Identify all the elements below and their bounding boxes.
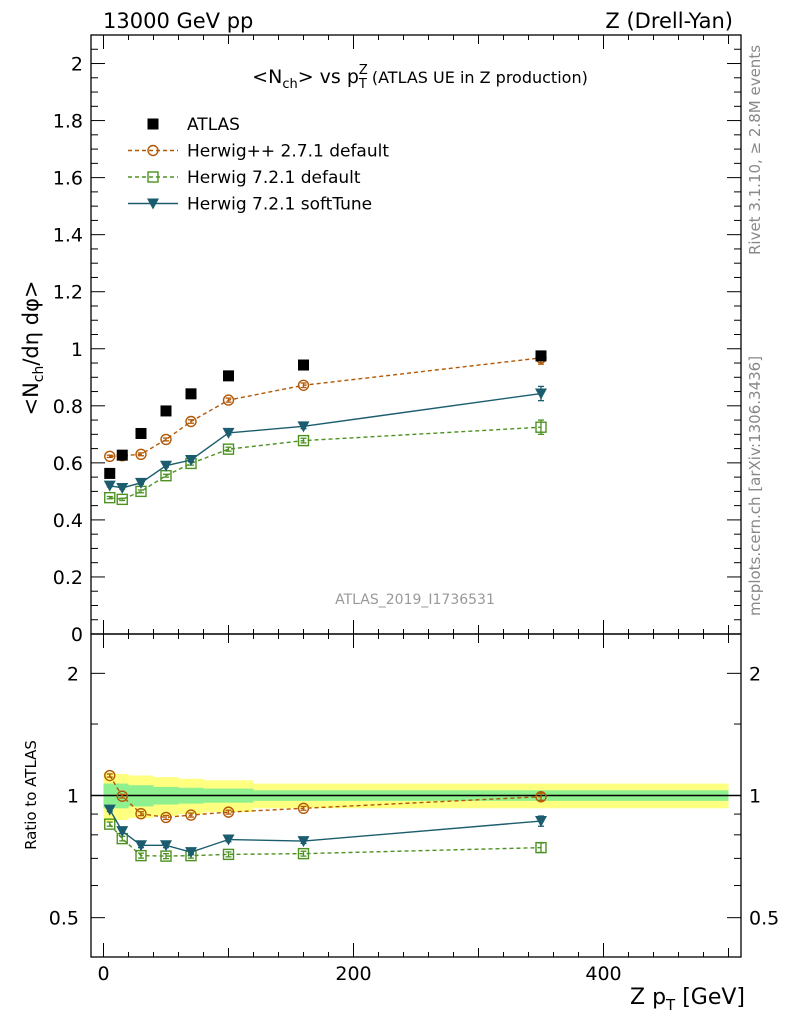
legend-marker [147, 171, 159, 183]
data-point [185, 388, 197, 400]
data-point [297, 802, 310, 814]
data-point [222, 427, 235, 439]
y-tick-label: 2 [71, 54, 83, 76]
data-point [104, 467, 116, 479]
ratio-y-tick-label: 0.5 [49, 908, 79, 930]
series-line [109, 823, 542, 857]
data-point [297, 434, 310, 447]
data-point [185, 415, 197, 428]
x-tick-label: 400 [585, 963, 621, 985]
legend-label: ATLAS [187, 115, 240, 135]
data-point [104, 818, 116, 830]
main-axes: 0 0.2 0.4 0.6 0.8 1 1.2 1.4 1.6 1.8 2 [53, 34, 742, 646]
ratio-y-tick-label-right: 2 [749, 663, 761, 685]
data-point [535, 816, 547, 828]
ratio-y-tick-label-right: 1 [749, 786, 761, 808]
data-point [116, 449, 128, 461]
y-tick-label: 1.4 [53, 225, 83, 247]
header-right: Z (Drell-Yan) [605, 9, 733, 33]
data-point [222, 443, 235, 455]
data-point [297, 847, 310, 860]
y-tick-label: 0.8 [53, 396, 83, 418]
x-tick-label: 200 [335, 963, 371, 985]
ratio-ylabel: Ratio to ATLAS [22, 740, 40, 850]
legend: ATLAS Herwig++ 2.7.1 default Herwig 7.2.1 … [128, 115, 389, 215]
data-point [104, 769, 116, 782]
series-line [109, 426, 542, 501]
legend-marker [147, 198, 159, 210]
data-point [104, 450, 116, 462]
data-point [297, 836, 310, 848]
rivet-label: Rivet 3.1.10, ≥ 2.8M events [746, 45, 764, 255]
data-point [104, 491, 116, 504]
legend-label: Herwig++ 2.7.1 default [187, 142, 389, 162]
data-point [160, 811, 172, 824]
data-point [160, 840, 172, 852]
analysis-watermark: ATLAS_2019_I1736531 [335, 592, 495, 608]
ratio-y-tick-label: 2 [67, 663, 79, 685]
ratio-series [103, 769, 547, 862]
y-tick-label: 1.2 [53, 282, 83, 304]
series-line [109, 809, 542, 853]
series-line [109, 392, 542, 489]
data-point [160, 460, 172, 472]
data-point [222, 834, 235, 846]
ratio-y-tick-label-right: 0.5 [749, 908, 779, 930]
data-point [222, 848, 235, 861]
legend-marker [147, 144, 159, 157]
data-point [160, 405, 172, 417]
y-tick-label: 0.6 [53, 453, 83, 475]
data-point [103, 480, 116, 492]
data-point [135, 448, 147, 460]
data-point [297, 379, 310, 391]
plot-title: <Nch> vs pZ T (ATLAS UE in Z production) [252, 63, 588, 92]
mcplots-label: mcplots.cern.ch [arXiv:1306.3436] [746, 356, 764, 616]
y-tick-label: 1.8 [53, 111, 83, 133]
ratio-y-tick-label: 1 [67, 786, 79, 808]
legend-label: Herwig 7.2.1 default [187, 168, 361, 188]
data-point [185, 847, 197, 859]
data-point [185, 455, 197, 467]
data-point [135, 477, 147, 489]
y-tick-label: 0.4 [53, 510, 83, 532]
x-tick-label: 0 [97, 963, 109, 985]
data-point [103, 804, 116, 816]
y-tick-label: 0 [71, 624, 83, 646]
data-point [222, 806, 235, 818]
data-point [135, 807, 147, 820]
y-tick-label: 1.6 [53, 168, 83, 190]
data-point [298, 359, 309, 371]
data-point [535, 791, 547, 803]
ratio-axes: 0.5 0.5 1 1 2 2 0 200 400 [49, 633, 779, 985]
data-point [535, 841, 547, 854]
data-point [116, 826, 129, 838]
data-point [185, 809, 197, 821]
y-tick-label: 0.2 [53, 567, 83, 589]
header-left: 13000 GeV pp [103, 9, 253, 33]
data-point [116, 790, 128, 802]
data-point [116, 493, 128, 506]
data-point [223, 370, 234, 382]
data-point [535, 350, 547, 362]
data-point [116, 482, 129, 494]
data-point [535, 388, 547, 400]
data-point [135, 840, 147, 852]
x-axis-label: Z pT [GeV] [630, 985, 745, 1014]
series-line [109, 357, 542, 457]
series-line [109, 775, 542, 819]
legend-marker [147, 118, 159, 130]
data-point [297, 421, 310, 433]
y-tick-label: 1 [71, 339, 83, 361]
data-point [535, 421, 547, 433]
data-point [135, 427, 147, 439]
data-point [160, 433, 172, 446]
legend-label: Herwig 7.2.1 softTune [187, 195, 372, 215]
main-ylabel: <Nch/dη dφ> [19, 280, 47, 415]
data-point [222, 394, 235, 406]
main-series [103, 350, 547, 506]
